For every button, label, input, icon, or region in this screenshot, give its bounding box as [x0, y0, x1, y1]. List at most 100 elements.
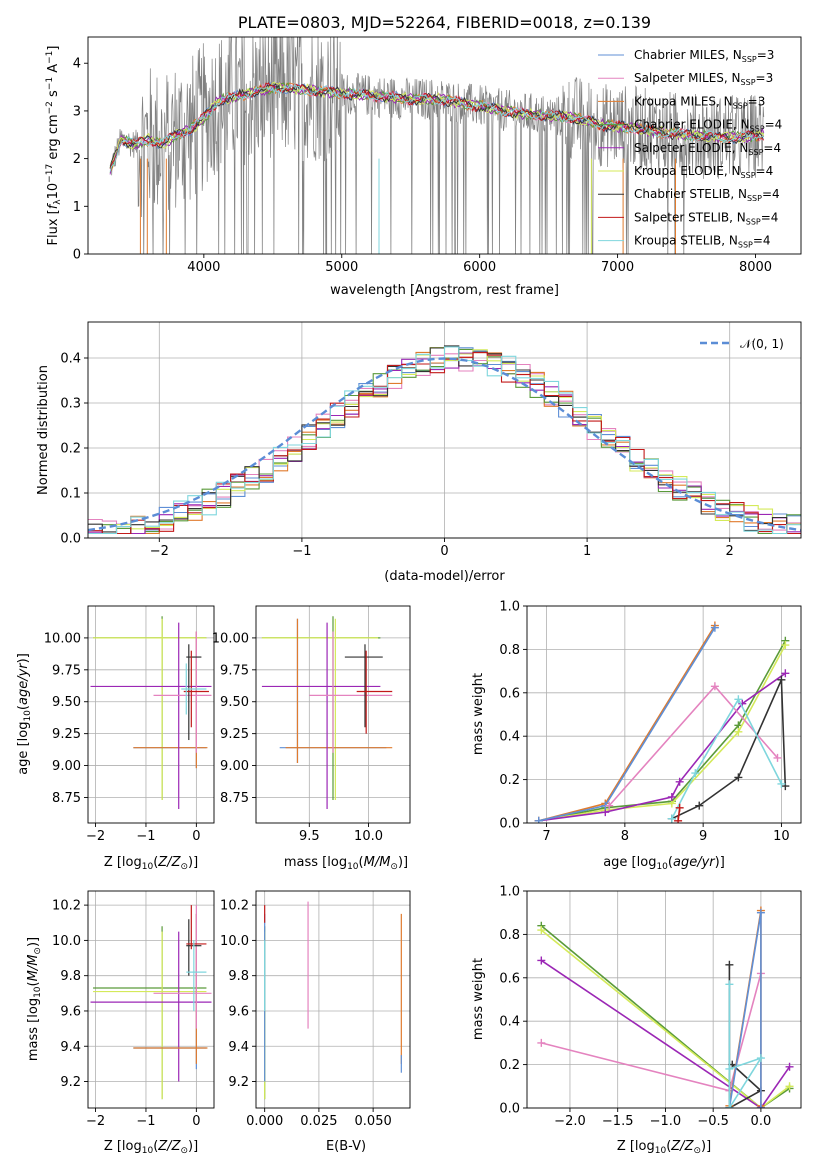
weight-line: [538, 644, 787, 822]
model-spectrum: [109, 81, 765, 168]
normal-curve: [88, 357, 801, 532]
weight-age-y-label: mass weight: [471, 673, 486, 755]
age-z-ticklabel-x: −1: [136, 829, 155, 844]
weight-marker: [710, 623, 719, 632]
age-z-ticklabel-y: 9.25: [52, 727, 81, 742]
model-spectrum: [109, 83, 765, 169]
weight-z-ticklabel-x: 0.0: [751, 1114, 772, 1129]
weight-z-axes: [526, 890, 802, 1109]
weight-marker: [675, 803, 684, 812]
age-z-y-label: age [log10(age/yr)]: [16, 653, 33, 775]
mass-z-ticklabel-x: −2: [86, 1114, 105, 1129]
weight-age-ticklabel-x: 7: [542, 829, 550, 844]
weight-line: [671, 679, 787, 820]
age-z-ticklabel-x: 0: [192, 829, 200, 844]
age-mass-x-label: mass [log10(M/M⊙)]: [284, 855, 408, 872]
spectrum-ticklabel-x: 6000: [463, 260, 496, 275]
weight-marker: [537, 956, 546, 965]
weight-z-x-label: Z [log10(Z/Z⊙)]: [617, 1139, 711, 1156]
hist-x-label: (data-model)/error: [384, 569, 505, 584]
weight-marker: [725, 980, 734, 989]
weight-age-ticklabel-y: 0.2: [499, 773, 520, 788]
weight-line: [538, 640, 786, 822]
mass-ebv-x-label: E(B-V): [326, 1139, 366, 1154]
observed-spectrum: [109, 37, 765, 254]
weight-z-ticklabel-y: 1.0: [499, 885, 520, 900]
weight-marker: [734, 695, 743, 704]
weight-marker: [734, 773, 743, 782]
hist-ticklabel-y: 0.1: [60, 487, 81, 502]
weight-marker: [695, 801, 704, 810]
weight-age-ticklabel-y: 0.6: [499, 686, 520, 701]
weight-z-y-label: mass weight: [471, 958, 486, 1040]
weight-marker: [773, 753, 782, 762]
mass-ebv-ticklabel-y: 9.2: [228, 1075, 249, 1090]
mass-z-ticklabel-x: −1: [136, 1114, 155, 1129]
weight-marker: [691, 769, 700, 778]
legend-entry: Kroupa ELODIE, NSSP=4: [634, 164, 773, 180]
spectrum-ticklabel-y: 0: [73, 248, 81, 263]
weight-marker: [777, 779, 786, 788]
legend-entry: Chabrier MILES, NSSP=3: [634, 48, 774, 64]
weight-marker: [785, 1082, 794, 1091]
legend-entry: Salpeter MILES, NSSP=3: [634, 71, 773, 87]
weight-age-ticklabel-x: 10: [773, 829, 790, 844]
legend-entry: Chabrier ELODIE, NSSP=4: [634, 118, 782, 134]
spectrum-ticklabel-x: 4000: [187, 260, 220, 275]
model-spectrum: [109, 83, 765, 172]
weight-line: [540, 925, 790, 1108]
weight-marker: [674, 816, 683, 823]
weight-marker: [605, 801, 614, 810]
weight-line: [671, 697, 783, 820]
age-mass-ticklabel-y: 9.75: [220, 663, 249, 678]
hist-ticklabel-x: −2: [150, 544, 169, 559]
mass-ebv-ticklabel-y: 9.4: [228, 1040, 249, 1055]
age-z-ticklabel-y: 8.75: [52, 791, 81, 806]
hist-ticklabel-x: −1: [292, 544, 311, 559]
age-z-axes: [87, 605, 215, 824]
spectrum-x-label: wavelength [Angstrom, rest frame]: [330, 283, 559, 298]
spectrum-ticklabel-y: 1: [73, 200, 81, 215]
legend-entry: Kroupa STELIB, NSSP=4: [634, 234, 771, 250]
weight-z-ticklabel-y: 0.6: [499, 971, 520, 986]
mass-z-ticklabel-y: 9.2: [60, 1075, 81, 1090]
legend-entry: Chabrier STELIB, NSSP=4: [634, 187, 780, 203]
spectrum-ticklabel-y: 3: [73, 104, 81, 119]
mass-ebv-ticklabel-x: 0.000: [246, 1114, 283, 1129]
weight-age-axes: [526, 605, 802, 824]
hist-ticklabel-y: 0.4: [60, 352, 81, 367]
mass-z-ticklabel-y: 9.8: [60, 969, 81, 984]
weight-marker: [777, 675, 786, 684]
mass-ebv-ticklabel-y: 9.8: [228, 969, 249, 984]
weight-z-ticklabel-y: 0.0: [499, 1102, 520, 1117]
age-z-ticklabel-y: 9.00: [52, 759, 81, 774]
chart-title: PLATE=0803, MJD=52264, FIBERID=0018, z=0…: [238, 13, 651, 32]
weight-line: [540, 929, 790, 1108]
residual-histogram: [88, 346, 801, 535]
weight-z-ticklabel-y: 0.8: [499, 928, 520, 943]
age-mass-ticklabel-x: 10.0: [354, 829, 383, 844]
weight-z-ticklabel-x: −1.0: [650, 1114, 682, 1129]
age-mass-ticklabel-y: 9.50: [220, 695, 249, 710]
weight-line: [538, 627, 716, 822]
weight-marker: [667, 792, 676, 801]
age-mass-axes: [255, 605, 411, 824]
weight-marker: [756, 908, 765, 917]
age-mass-ticklabel-y: 9.00: [220, 759, 249, 774]
weight-marker: [756, 1104, 765, 1108]
mass-ebv-ticklabel-y: 9.6: [228, 1004, 249, 1019]
weight-age-ticklabel-y: 0.8: [499, 643, 520, 658]
age-mass-ticklabel-x: 9.5: [299, 829, 320, 844]
mass-ebv-ticklabel-x: 0.025: [300, 1114, 337, 1129]
weight-marker: [537, 1038, 546, 1047]
weight-z-ticklabel-y: 0.2: [499, 1058, 520, 1073]
weight-line: [538, 672, 786, 822]
mass-z-x-label: Z [log10(Z/Z⊙)]: [104, 1139, 198, 1156]
weight-z-ticklabel-x: −0.5: [697, 1114, 729, 1129]
weight-z-ticklabel-x: −2.0: [554, 1114, 586, 1129]
spectrum-ticklabel-x: 8000: [739, 260, 772, 275]
spectrum-ticklabel-y: 2: [73, 152, 81, 167]
age-z-ticklabel-y: 9.75: [52, 663, 81, 678]
mass-z-ticklabel-y: 10.0: [52, 934, 81, 949]
weight-marker: [675, 777, 684, 786]
